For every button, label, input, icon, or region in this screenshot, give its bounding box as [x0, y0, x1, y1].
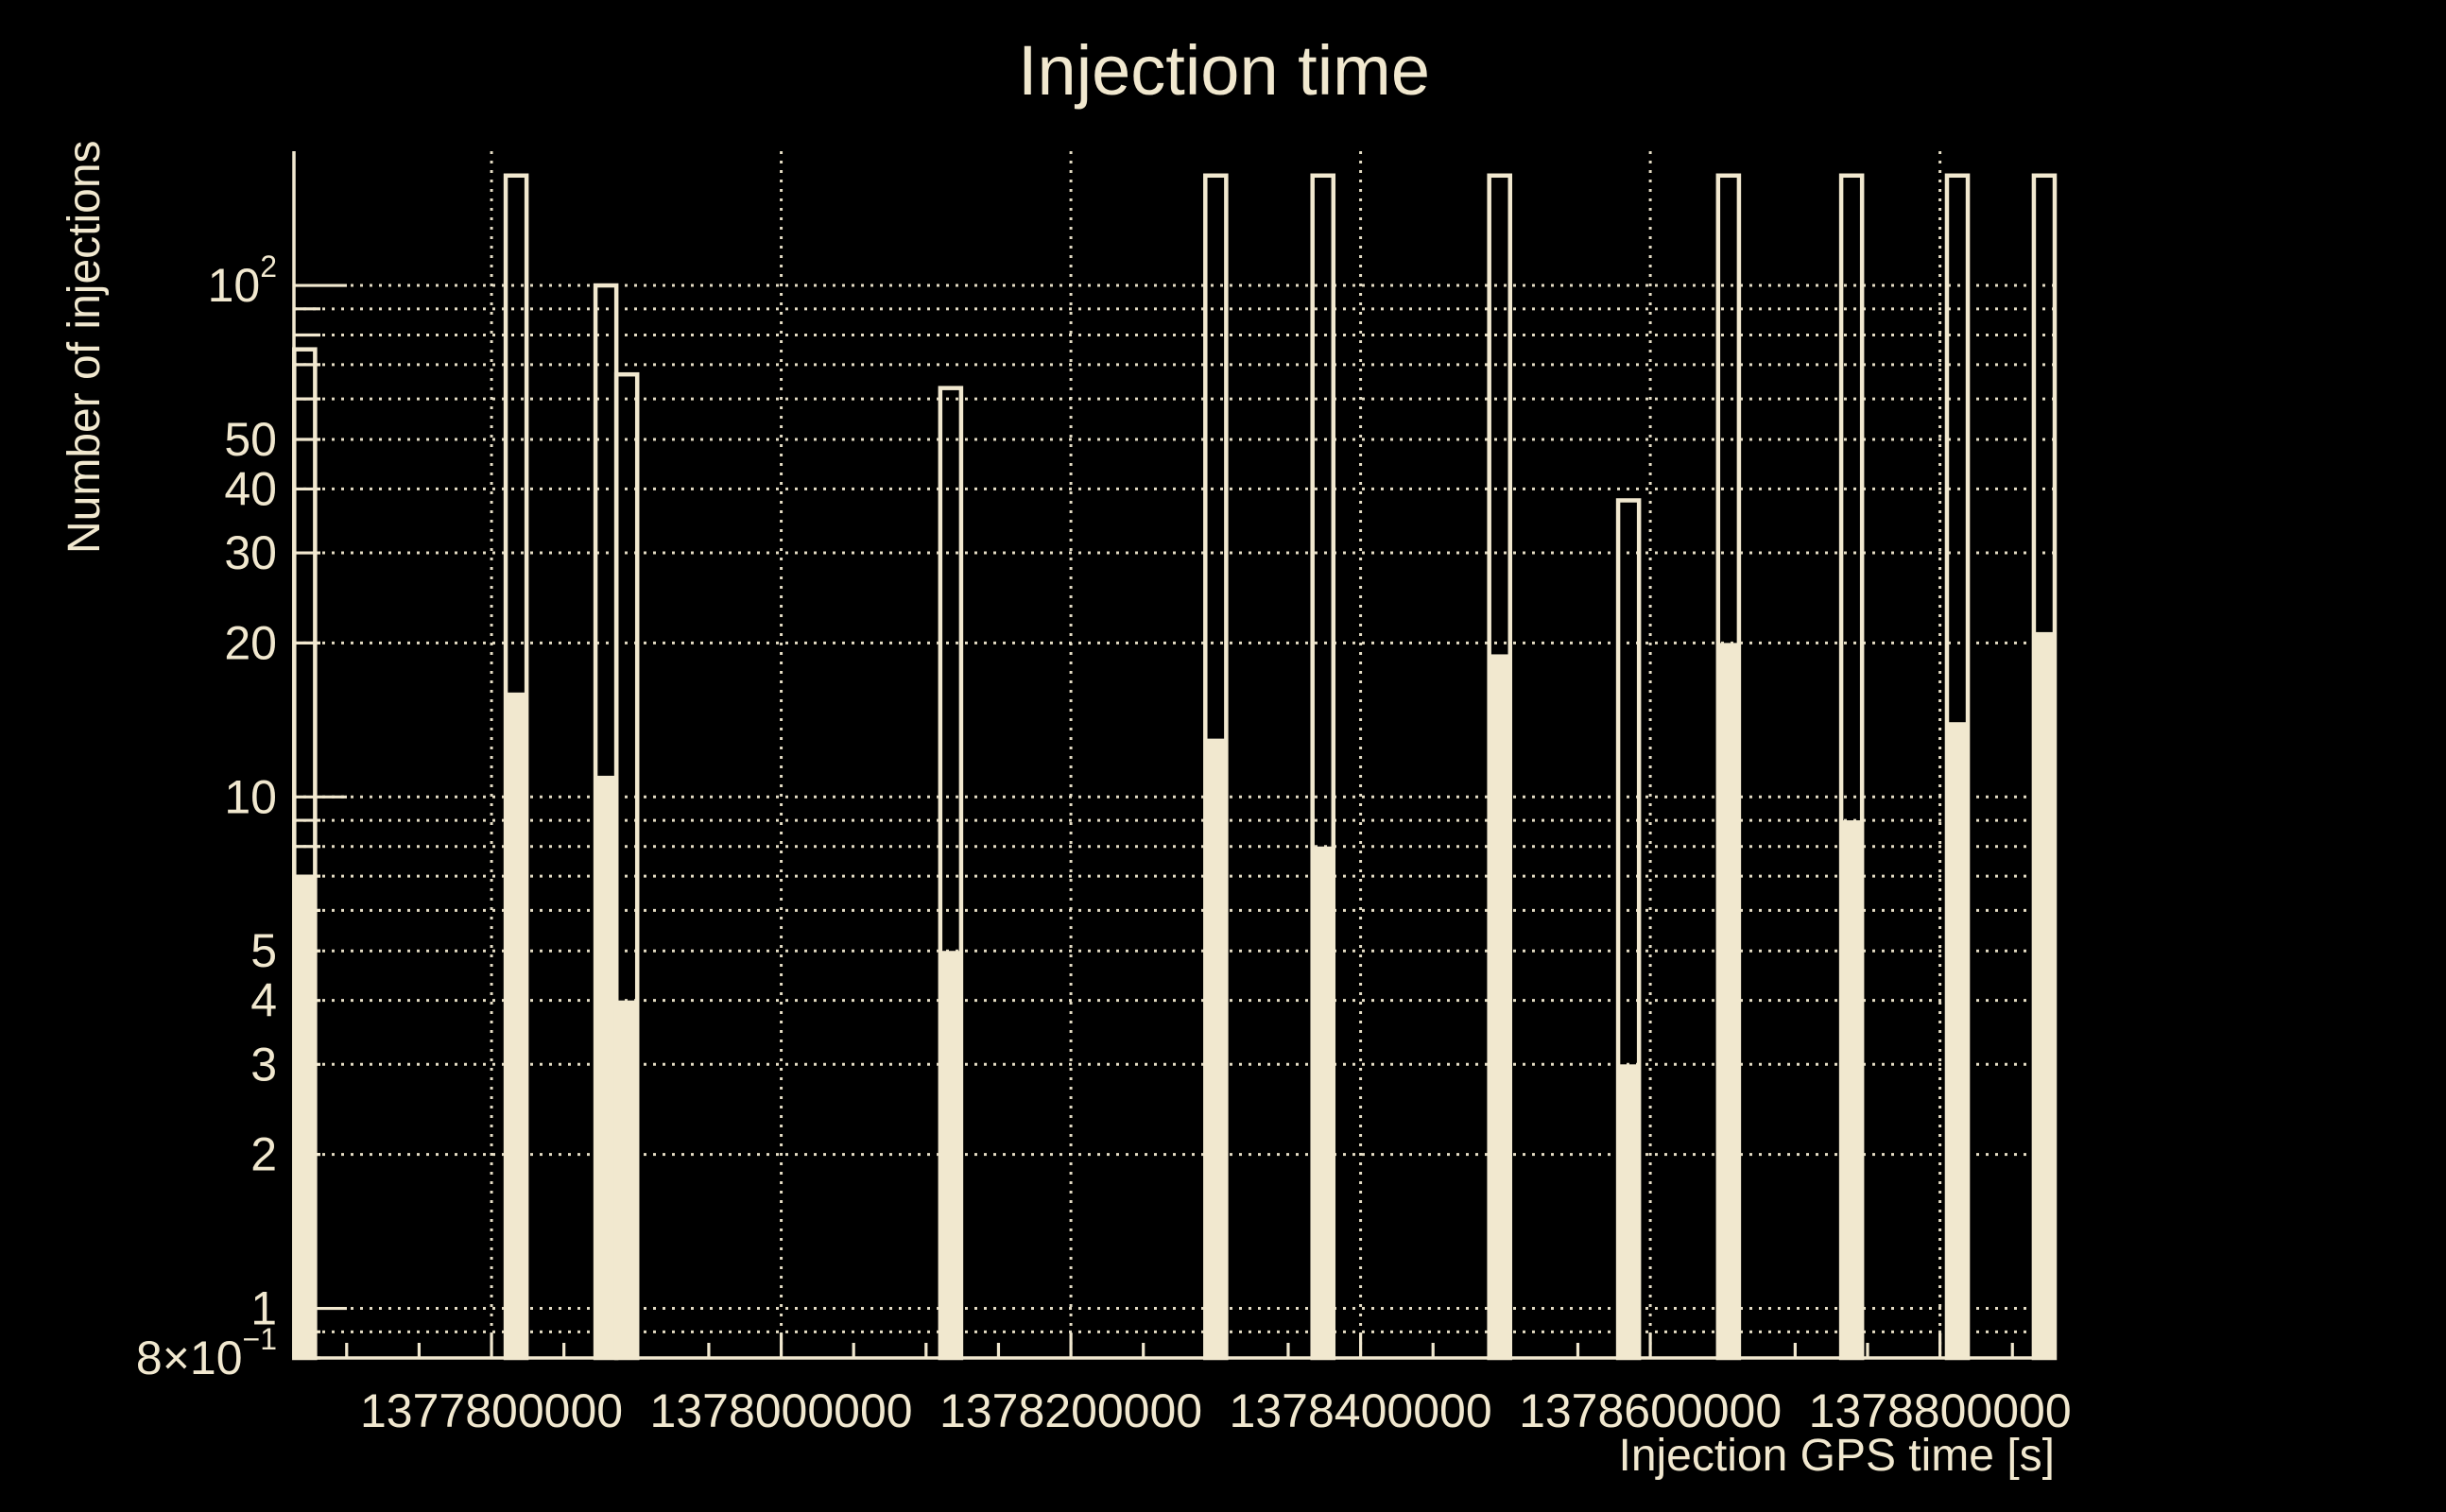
x-tick-label: 1378400000 [1230, 1384, 1492, 1437]
x-tick-label: 1378000000 [650, 1384, 913, 1437]
bar-fill [1946, 722, 1969, 1358]
y-tick-label: 20 [224, 616, 277, 669]
y-axis-title: Number of injections [60, 140, 110, 554]
y-tick-label: 2 [250, 1128, 277, 1181]
y-tick-label: 30 [224, 526, 277, 579]
x-tick-label: 1378600000 [1519, 1384, 1782, 1437]
x-tick-label: 1378200000 [939, 1384, 1202, 1437]
bar-fill [939, 951, 961, 1358]
chart-title: Injection time [1018, 31, 1430, 110]
y-tick-label: 1 [250, 1282, 277, 1335]
bar-fill [294, 876, 316, 1358]
y-tick-label: 10 [224, 770, 277, 823]
bar-fill [2033, 631, 2055, 1358]
bar-fill [1717, 643, 1739, 1358]
bar-fill [506, 692, 527, 1358]
chart-text: Injection time Injection GPS time [s] Nu… [60, 31, 2055, 1481]
bar-fill [616, 1000, 638, 1358]
bar-fill [1205, 738, 1227, 1358]
gridlines [294, 151, 2055, 1358]
bar-fill [1618, 1064, 1640, 1358]
y-tick-label: 102 [208, 249, 277, 312]
x-tick-labels: 1377800000 1378000000 1378200000 1378400000… [360, 1384, 2072, 1437]
y-tick-label: 4 [250, 974, 277, 1027]
y-tick-label: 40 [224, 462, 277, 515]
bar-fill [1489, 654, 1510, 1358]
x-tick-label: 1377800000 [360, 1384, 623, 1437]
axis-lines [292, 151, 2055, 1360]
y-tick-label: 50 [224, 413, 277, 466]
x-tick-label: 1378800000 [1809, 1384, 2072, 1437]
bar-fill [1312, 846, 1334, 1358]
bar-fill [595, 775, 617, 1358]
y-tick-label: 3 [250, 1038, 277, 1091]
bar-fill [1841, 820, 1863, 1358]
x-axis-title: Injection GPS time [s] [1618, 1431, 2055, 1481]
y-tick-label: 8×10−1 [136, 1322, 277, 1384]
y-tick-label: 5 [250, 924, 277, 977]
histogram-bars [292, 173, 2058, 1361]
